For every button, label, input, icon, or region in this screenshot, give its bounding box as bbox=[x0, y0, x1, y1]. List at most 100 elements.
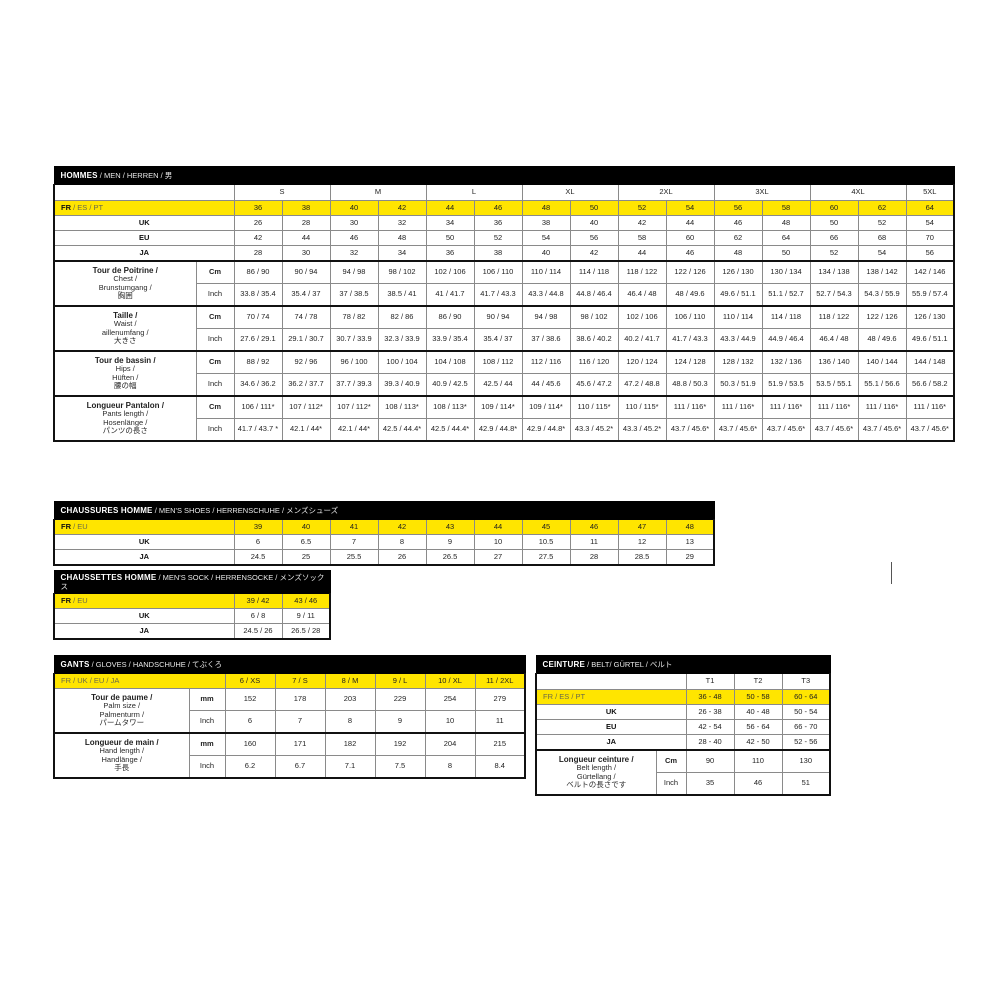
belt-measure-title: Longueur ceinture / bbox=[558, 754, 634, 764]
men-cell: 42.9 / 44.8* bbox=[473, 418, 523, 442]
gloves-measure-palm-sub-de: Palmenturm / bbox=[99, 709, 145, 719]
men-cell: 56.6 / 58.2 bbox=[905, 373, 956, 397]
gloves-banner-cell: GANTS / GLOVES / HANDSCHUHE / てぶくろ bbox=[53, 655, 526, 674]
gloves-cell: 203 bbox=[324, 688, 376, 711]
men-cell: 98 / 102 bbox=[569, 305, 619, 329]
men-measure-waist-title: Taille / bbox=[113, 310, 138, 320]
gloves-measure-palm-unit-mm: mm bbox=[188, 688, 226, 711]
socks-cell: 9 / 11 bbox=[281, 608, 331, 625]
men-cell: 74 / 78 bbox=[281, 305, 331, 329]
men-cell: 46.4 / 48 bbox=[809, 328, 859, 352]
shoes-size-table: CHAUSSURES HOMME / MEN'S SHOES / HERRENS… bbox=[53, 501, 715, 566]
men-cell: 114 / 118 bbox=[761, 305, 811, 329]
belt-banner-strong: CEINTURE bbox=[542, 659, 585, 669]
men-cell: 49.6 / 51.1 bbox=[905, 328, 956, 352]
men-cell: 111 / 116* bbox=[761, 395, 811, 419]
men-cell: 43.7 / 45.6* bbox=[713, 418, 763, 442]
men-cell: 48 bbox=[377, 230, 427, 246]
men-cell: 86 / 90 bbox=[425, 305, 475, 329]
men-cell: 48 bbox=[713, 245, 763, 262]
men-cell: 108 / 113* bbox=[425, 395, 475, 419]
men-cell: 111 / 116* bbox=[665, 395, 715, 419]
men-cell: 48 bbox=[761, 215, 811, 231]
men-cell: 32 bbox=[377, 215, 427, 231]
shoes-cell: 46 bbox=[569, 519, 619, 535]
men-cell: 60 bbox=[809, 200, 859, 216]
shoes-cell: 28 bbox=[569, 549, 619, 566]
gloves-cell: 8 bbox=[324, 710, 376, 734]
men-group-header-2xl: 2XL bbox=[617, 184, 715, 201]
socks-row-fr-label: FR / EU bbox=[53, 593, 235, 610]
men-measure-chest-sub-en: Chest / bbox=[113, 274, 138, 284]
men-cell: 50 bbox=[425, 230, 475, 246]
men-measure-pants-sub-ja: パンツの長さ bbox=[102, 426, 148, 436]
men-row-eu-label: EU bbox=[53, 230, 235, 246]
gloves-cell: 204 bbox=[424, 732, 476, 756]
men-cell: 43.7 / 45.6* bbox=[905, 418, 956, 442]
men-cell: 39.3 / 40.9 bbox=[377, 373, 427, 397]
men-measure-chest-title: Tour de Poitrine / bbox=[92, 265, 158, 275]
shoes-cell: 10 bbox=[473, 534, 523, 550]
belt-cell: 90 bbox=[685, 749, 735, 773]
men-measure-pants-title: Longueur Pantalon / bbox=[86, 400, 164, 410]
men-cell: 68 bbox=[857, 230, 907, 246]
men-banner-rest: / MEN / HERREN / 男 bbox=[97, 170, 173, 180]
shoes-cell: 7 bbox=[329, 534, 379, 550]
shoes-cell: 29 bbox=[665, 549, 715, 566]
men-cell: 36 bbox=[425, 245, 475, 262]
shoes-cell: 43 bbox=[425, 519, 475, 535]
belt-measure-sub-en: Belt length / bbox=[576, 763, 617, 773]
socks-row-ja: JA 24.5 / 26 26.5 / 28 bbox=[53, 623, 331, 641]
men-cell: 27.6 / 29.1 bbox=[233, 328, 283, 352]
socks-cell: 24.5 / 26 bbox=[233, 623, 283, 641]
men-cell: 50 bbox=[761, 245, 811, 262]
men-cell: 56 bbox=[713, 200, 763, 216]
belt-row-ja-label: JA bbox=[535, 734, 687, 751]
gloves-cell: 229 bbox=[374, 688, 426, 711]
men-measure-hips-sub-en: Hips / bbox=[115, 364, 135, 374]
men-cell: 43.7 / 45.6* bbox=[857, 418, 907, 442]
men-cell: 140 / 144 bbox=[857, 350, 907, 374]
men-cell: 54 bbox=[857, 245, 907, 262]
socks-row-ja-label: JA bbox=[53, 623, 235, 641]
shoes-banner-row: CHAUSSURES HOMME / MEN'S SHOES / HERRENS… bbox=[53, 501, 715, 520]
belt-row-ja: JA 28 - 40 42 - 50 52 - 56 bbox=[535, 734, 832, 751]
belt-cell: 46 bbox=[733, 772, 783, 796]
men-cell: 49.6 / 51.1 bbox=[713, 283, 763, 307]
men-cell: 60 bbox=[665, 230, 715, 246]
shoes-cell: 6.5 bbox=[281, 534, 331, 550]
men-cell: 42 bbox=[569, 245, 619, 262]
shoes-cell: 13 bbox=[665, 534, 715, 550]
belt-measure-sub-de: Gürtellang / bbox=[576, 771, 616, 781]
gloves-cell: 9 / L bbox=[374, 673, 426, 689]
men-cell: 46 bbox=[329, 230, 379, 246]
shoes-row-ja-label: JA bbox=[53, 549, 235, 566]
men-measure-chest-sub-de: Brunstumgang / bbox=[98, 282, 152, 292]
men-measure-hips-sub-de: Hüften / bbox=[112, 372, 139, 382]
men-cell: 111 / 116* bbox=[905, 395, 956, 419]
gloves-measure-hand-unit-mm: mm bbox=[188, 732, 226, 756]
men-cell: 44 bbox=[425, 200, 475, 216]
gloves-cell: 192 bbox=[374, 732, 426, 756]
men-cell: 40 bbox=[521, 245, 571, 262]
belt-cell: 28 - 40 bbox=[685, 734, 735, 751]
men-cell: 36.2 / 37.7 bbox=[281, 373, 331, 397]
belt-row-eu: EU 42 - 54 56 - 64 66 - 70 bbox=[535, 719, 832, 735]
men-cell: 35.4 / 37 bbox=[281, 283, 331, 307]
gloves-cell: 182 bbox=[324, 732, 376, 756]
men-measure-pants-label: Longueur Pantalon / Pants length / Hosen… bbox=[53, 395, 197, 442]
belt-cell: 50 - 54 bbox=[781, 704, 832, 720]
men-measure-hips-title: Tour de bassin / bbox=[94, 355, 156, 365]
gloves-row-sizes-label-strong: FR bbox=[61, 675, 71, 685]
men-cell: 136 / 140 bbox=[809, 350, 859, 374]
men-cell: 38 bbox=[521, 215, 571, 231]
men-cell: 30 bbox=[281, 245, 331, 262]
men-measure-pants-unit-cm: Cm bbox=[195, 395, 235, 419]
men-cell: 46.4 / 48 bbox=[617, 283, 667, 307]
gloves-row-sizes-label: FR / UK / EU / JA bbox=[53, 673, 226, 689]
men-cell: 48 / 49.6 bbox=[857, 328, 907, 352]
men-measure-chest-unit-cm: Cm bbox=[195, 260, 235, 284]
shoes-row-ja: JA 24.5 25 25.5 26 26.5 27 27.5 28 28.5 … bbox=[53, 549, 715, 566]
men-cell: 44 bbox=[281, 230, 331, 246]
